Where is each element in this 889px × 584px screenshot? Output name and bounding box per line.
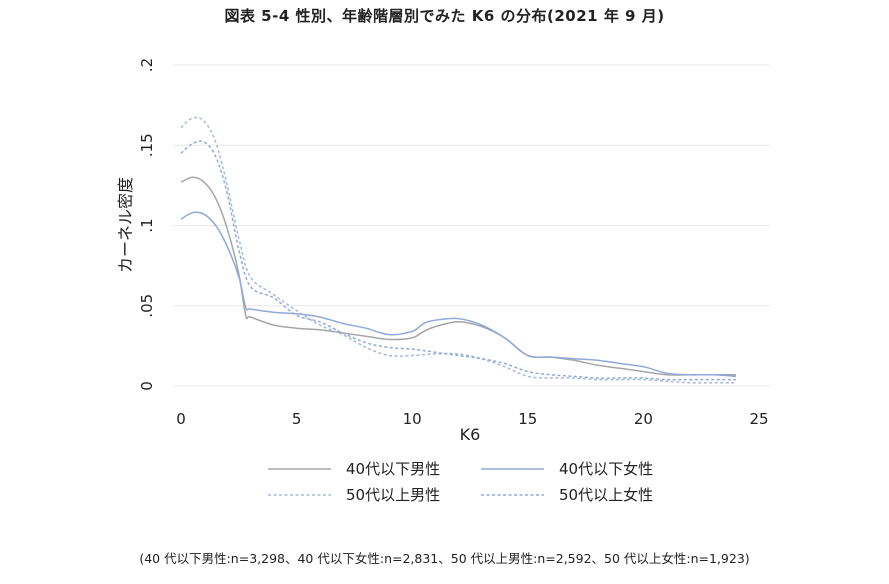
legend-label: 40代以下女性 — [559, 460, 653, 478]
x-tick-label: 15 — [518, 410, 537, 428]
grid-lines — [173, 64, 770, 387]
x-tick-labels: 0 5 10 15 20 25 — [176, 410, 768, 428]
y-axis-label: カーネル密度 — [116, 177, 135, 273]
chart-title: 図表 5-4 性別、年齢階層別でみた K6 の分布(2021 年 9 月) — [224, 7, 665, 25]
legend-label: 50代以上女性 — [559, 486, 653, 504]
y-tick-labels: 0 .05 .1 .15 .2 — [138, 58, 156, 391]
series-lines — [180, 116, 736, 384]
y-tick-label: .05 — [138, 294, 156, 318]
legend-label: 50代以上男性 — [346, 486, 440, 504]
sample-size-note: (40 代以下男性:n=3,298、40 代以下女性:n=2,831、50 代以… — [139, 551, 750, 566]
chart-panel — [103, 38, 790, 528]
series-line — [180, 116, 736, 384]
legend-label: 40代以下男性 — [346, 460, 440, 478]
y-tick-label: .1 — [138, 218, 156, 232]
series-line — [180, 140, 736, 381]
y-tick-label: .2 — [138, 58, 156, 72]
x-axis-label: K6 — [460, 425, 481, 444]
x-tick-label: 5 — [292, 410, 302, 428]
x-tick-label: 25 — [749, 410, 768, 428]
x-tick-label: 20 — [634, 410, 653, 428]
legend: 40代以下男性 40代以下女性 50代以上男性 50代以上女性 — [268, 460, 653, 504]
y-tick-label: 0 — [138, 381, 156, 391]
x-tick-label: 0 — [176, 410, 186, 428]
series-line — [180, 211, 736, 378]
x-tick-label: 10 — [403, 410, 422, 428]
series-line — [180, 176, 736, 376]
y-tick-label: .15 — [138, 133, 156, 157]
